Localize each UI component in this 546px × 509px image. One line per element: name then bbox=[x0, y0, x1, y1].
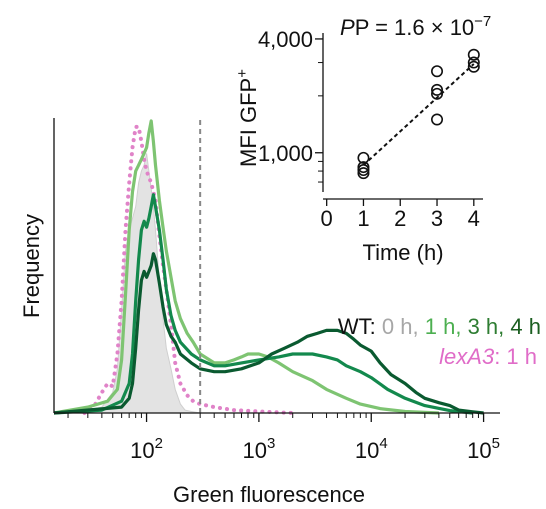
inset-y-ticks: 1,000 4,000 bbox=[258, 27, 323, 166]
inset-point bbox=[357, 167, 370, 180]
series-lexa3-1h bbox=[82, 124, 295, 415]
inset-point bbox=[357, 151, 370, 164]
inset-point bbox=[467, 60, 480, 73]
inset-point bbox=[431, 83, 444, 96]
inset-title: PP = 1.6 × 10−7 bbox=[340, 13, 491, 40]
legend-wt-1h: 1 h bbox=[425, 314, 456, 339]
legend-separator: , bbox=[498, 314, 510, 339]
series-wt-3h bbox=[53, 193, 473, 415]
inset-x-tick-label: 0 bbox=[321, 206, 333, 231]
inset-point bbox=[431, 87, 444, 100]
legend-wt-prefix: WT: bbox=[338, 314, 382, 339]
inset-y-tick-label: 1,000 bbox=[258, 141, 313, 166]
inset-x-tick-label: 2 bbox=[394, 206, 406, 231]
legend-wt-4h: 4 h bbox=[510, 314, 541, 339]
inset-title-rest: P = 1.6 × 10 bbox=[355, 15, 474, 40]
legend-lexa3-suffix: : 1 h bbox=[494, 344, 537, 369]
legend-wt-0h: 0 h bbox=[382, 314, 413, 339]
legend-lexa3: lexA3: 1 h bbox=[439, 344, 537, 369]
inset-points bbox=[357, 48, 480, 180]
histogram-x-tick-label: 105 bbox=[467, 435, 500, 463]
inset-point bbox=[467, 48, 480, 61]
inset-trend-line bbox=[362, 63, 475, 166]
legend-lexa3-label: lexA3 bbox=[439, 344, 495, 369]
inset-y-minor-ticks bbox=[318, 62, 323, 183]
histogram-chart: 102 103 104 105 Green fluorescence Frequenc… bbox=[19, 118, 541, 507]
inset-point bbox=[431, 65, 444, 78]
legend-separator: , bbox=[455, 314, 467, 339]
legend-wt-3h: 3 h bbox=[468, 314, 499, 339]
histogram-y-label: Frequency bbox=[19, 214, 44, 318]
histogram-x-tick-label: 103 bbox=[242, 435, 275, 463]
legend-wt: WT: 0 h, 1 h, 3 h, 4 h bbox=[338, 314, 541, 339]
histogram-x-label: Green fluorescence bbox=[173, 482, 365, 507]
inset-y-label-sup: + bbox=[234, 69, 251, 78]
inset-y-label: MFI GFP+ bbox=[234, 69, 261, 167]
series-wt-1h bbox=[53, 119, 439, 415]
inset-x-label: Time (h) bbox=[362, 240, 443, 265]
histogram-series bbox=[53, 119, 484, 415]
legend-separator: , bbox=[413, 314, 425, 339]
inset-title-p: P bbox=[340, 15, 355, 40]
inset-title-exponent: −7 bbox=[474, 13, 491, 30]
histogram-x-minor-ticks bbox=[67, 413, 479, 418]
series-wt-4h bbox=[53, 252, 484, 415]
inset-point bbox=[431, 113, 444, 126]
histogram-x-tick-label: 102 bbox=[130, 435, 163, 463]
inset-point bbox=[357, 164, 370, 177]
inset-x-tick-label: 1 bbox=[357, 206, 369, 231]
histogram-x-ticks: 102 103 104 105 bbox=[130, 413, 500, 463]
histogram-x-tick-label: 104 bbox=[355, 435, 388, 463]
inset-point bbox=[467, 56, 480, 69]
inset-y-label-text: MFI GFP bbox=[236, 78, 261, 167]
inset-y-tick-label: 4,000 bbox=[258, 27, 313, 52]
inset-x-tick-label: 4 bbox=[468, 206, 480, 231]
inset-x-tick-label: 3 bbox=[431, 206, 443, 231]
